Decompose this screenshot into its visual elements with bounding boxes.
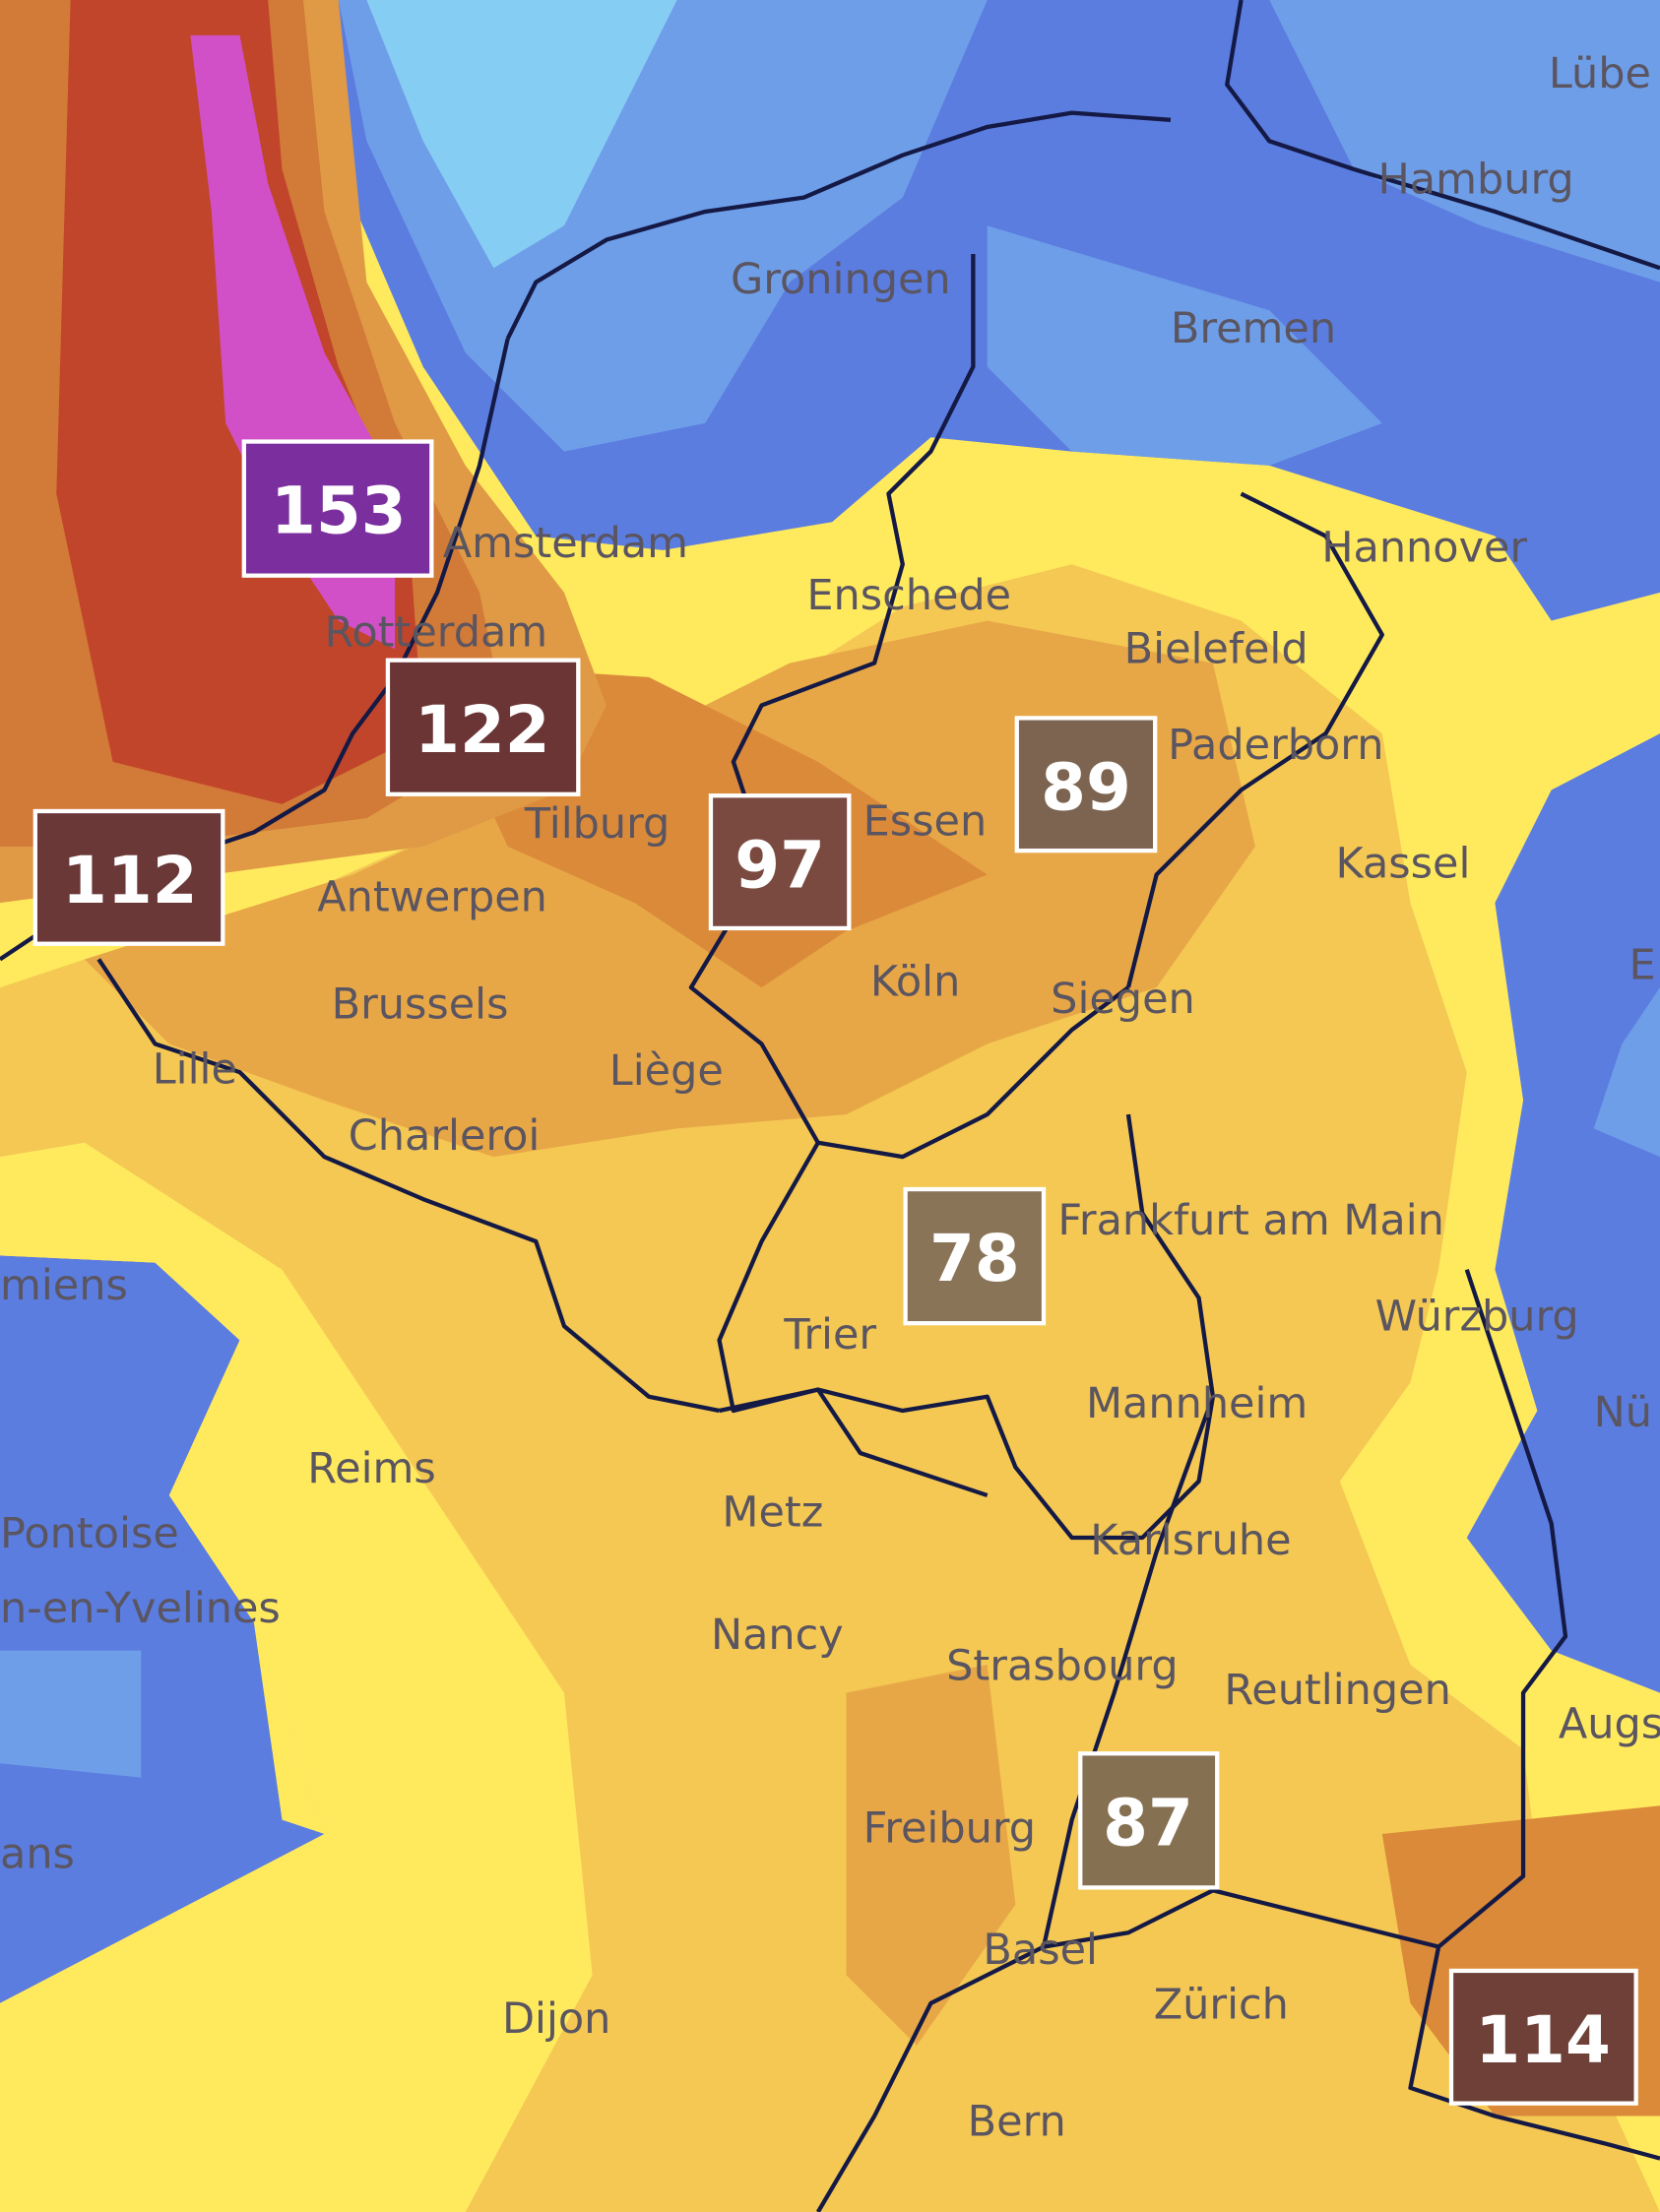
value-marker[interactable]: 114: [1448, 1968, 1638, 2106]
city-label: Liège: [609, 1046, 724, 1096]
city-label: Siegen: [1051, 975, 1195, 1024]
city-label: Nü: [1594, 1388, 1652, 1437]
value-marker-box: [1014, 716, 1158, 853]
city-label: E: [1628, 941, 1655, 990]
value-marker-box: [1448, 1968, 1638, 2106]
city-label: miens: [0, 1261, 128, 1310]
city-label: ans: [0, 1829, 75, 1878]
city-label: Essen: [863, 796, 988, 846]
value-marker[interactable]: 112: [32, 808, 225, 946]
city-label: Basel: [983, 1926, 1098, 1975]
city-label: Nancy: [711, 1611, 844, 1660]
value-marker-box: [903, 1186, 1047, 1326]
value-markers: 153 122 112 97 89 78 87 114: [32, 439, 1638, 2106]
city-label: Hamburg: [1378, 155, 1574, 204]
city-labels: Lübe Hamburg Groningen Bremen Amsterdam …: [0, 49, 1660, 2147]
city-label: Reutlingen: [1224, 1666, 1450, 1715]
city-label: Zürich: [1154, 1981, 1289, 2030]
city-label: Enschede: [806, 571, 1011, 620]
city-label: Köln: [870, 958, 960, 1007]
city-label: n-en-Yvelines: [0, 1584, 281, 1633]
value-marker[interactable]: 78: [903, 1186, 1047, 1326]
value-marker-text: 153: [271, 474, 407, 549]
city-label: Bielefeld: [1124, 625, 1309, 674]
value-marker-text: 112: [62, 843, 198, 918]
value-marker[interactable]: 122: [385, 658, 581, 796]
city-label: Frankfurt am Main: [1057, 1196, 1444, 1245]
city-label: Karlsruhe: [1090, 1516, 1291, 1565]
city-label: Metz: [722, 1488, 823, 1538]
city-label: Strasbourg: [946, 1642, 1178, 1691]
value-marker-box: [241, 439, 434, 578]
value-marker-box: [708, 793, 852, 931]
city-label: Trier: [783, 1310, 876, 1359]
value-marker-text: 78: [929, 1221, 1020, 1296]
value-marker-text: 114: [1475, 2002, 1611, 2078]
value-marker-box: [385, 658, 581, 796]
city-label: Würzburg: [1375, 1292, 1579, 1341]
value-marker-box: [1078, 1751, 1220, 1890]
value-marker[interactable]: 153: [241, 439, 434, 578]
value-marker-text: 97: [734, 827, 825, 903]
city-label: Pontoise: [0, 1509, 179, 1558]
value-marker-box: [32, 808, 225, 946]
city-label: Lille: [153, 1045, 237, 1095]
value-marker-text: 122: [415, 692, 550, 768]
city-label: Groningen: [731, 255, 951, 304]
city-label: Lübe: [1549, 49, 1651, 98]
city-label: Hannover: [1321, 523, 1527, 572]
city-label: Reims: [307, 1444, 436, 1493]
city-label: Kassel: [1336, 839, 1471, 888]
city-label: Freiburg: [863, 1804, 1036, 1854]
city-label: Bern: [968, 2098, 1066, 2147]
city-label: Tilburg: [524, 799, 670, 849]
value-marker-text: 87: [1103, 1785, 1193, 1861]
value-marker[interactable]: 87: [1078, 1751, 1220, 1890]
city-label: Rotterdam: [324, 607, 547, 657]
city-label: Antwerpen: [317, 873, 547, 922]
city-label: Charleroi: [349, 1111, 541, 1161]
city-label: Bremen: [1171, 304, 1336, 353]
city-label: Brussels: [332, 980, 509, 1030]
city-label: Dijon: [502, 1994, 610, 2044]
value-marker-text: 89: [1041, 750, 1131, 826]
city-label: Paderborn: [1168, 721, 1383, 770]
city-label: Augs: [1559, 1699, 1660, 1748]
value-marker[interactable]: 89: [1014, 716, 1158, 853]
city-label: Amsterdam: [443, 519, 688, 568]
city-label: Mannheim: [1086, 1379, 1308, 1428]
value-marker[interactable]: 97: [708, 793, 852, 931]
